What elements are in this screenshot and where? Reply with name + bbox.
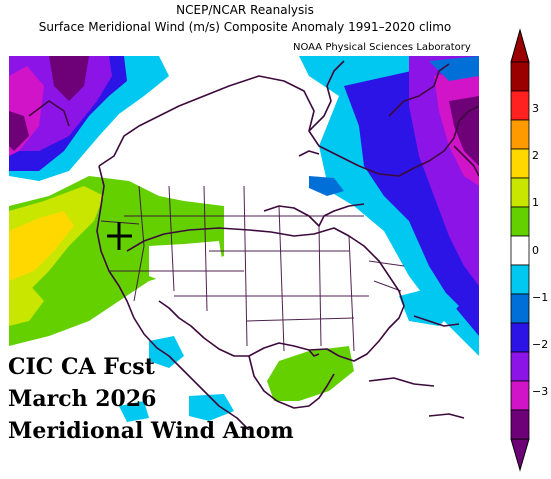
colorbar-segment xyxy=(510,148,530,179)
colorbar-segment xyxy=(510,61,530,92)
colorbar-tick-label: 3 xyxy=(532,102,539,116)
colorbar-segment xyxy=(510,351,530,382)
anomaly-shading xyxy=(9,56,479,422)
colorbar-segment xyxy=(510,206,530,237)
colorbar-tick-label: 0 xyxy=(532,243,539,257)
anomaly-region-south-positive xyxy=(267,346,354,401)
anomaly-region-pacific-negative xyxy=(189,394,234,421)
anomaly-region-northwest-peak xyxy=(49,56,89,101)
colorbar-tick-label: −1 xyxy=(532,290,549,304)
colorbar-segment xyxy=(510,380,530,411)
colorbar-segment xyxy=(510,409,530,440)
coastlines xyxy=(28,60,479,430)
colorbar-segment xyxy=(510,235,530,266)
colorbar-segment xyxy=(510,322,530,353)
caption-line1: CIC CA Fcst xyxy=(8,354,155,380)
plus-marker xyxy=(107,222,132,250)
anomaly-region-gulf-negative xyxy=(149,336,184,368)
colorbar-tick-label: 1 xyxy=(532,196,539,210)
colorbar-segment xyxy=(510,119,530,150)
colorbar-segment xyxy=(510,90,530,121)
colorbar-tick-label: −2 xyxy=(532,337,549,351)
caption-line2: March 2026 xyxy=(8,386,157,412)
colorbar-top-arrow xyxy=(510,28,530,63)
credit-label: NOAA Physical Sciences Laboratory xyxy=(293,42,471,53)
anomaly-region-west-yellow xyxy=(9,211,74,281)
colorbar-segment xyxy=(510,264,530,295)
state-borders xyxy=(100,185,405,352)
colorbar-segment xyxy=(510,293,530,324)
colorbar xyxy=(510,28,530,472)
anomaly-map xyxy=(9,56,479,430)
colorbar-bottom-arrow xyxy=(510,438,530,472)
colorbar-segment xyxy=(510,177,530,208)
colorbar-tick-label: −3 xyxy=(532,384,549,398)
map-title: NCEP/NCAR Reanalysis xyxy=(176,3,314,17)
map-subtitle: Surface Meridional Wind (m/s) Composite … xyxy=(38,20,452,34)
caption-line3: Meridional Wind Anom xyxy=(8,418,294,444)
colorbar-tick-label: 2 xyxy=(532,149,539,163)
